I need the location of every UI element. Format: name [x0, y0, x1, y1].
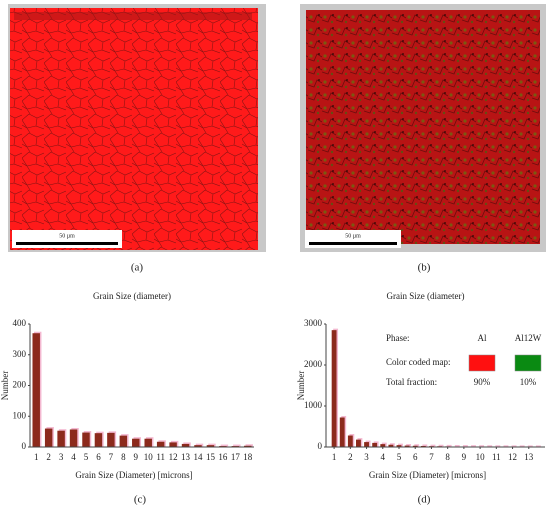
x-tick-label: 11	[156, 452, 165, 462]
x-tick-label: 12	[508, 452, 517, 462]
bar	[32, 333, 39, 447]
x-tick-label: 9	[462, 452, 467, 462]
panel-label: (a)	[131, 262, 144, 274]
x-tick-label: 3	[59, 452, 64, 462]
bar	[82, 433, 89, 447]
scale-bar-label: 50 µm	[59, 233, 75, 239]
phase-swatch	[469, 355, 495, 371]
x-tick-label: 4	[71, 452, 76, 462]
bar	[57, 431, 64, 447]
bar	[144, 439, 151, 447]
x-tick-label: 13	[181, 452, 191, 462]
y-tick-label: 3000	[304, 318, 323, 328]
x-tick-label: 11	[492, 452, 501, 462]
panel-label: (d)	[418, 494, 431, 506]
y-tick-label: 200	[13, 380, 27, 390]
bar	[157, 442, 164, 447]
bar	[372, 443, 377, 447]
phase-fraction: 90%	[474, 377, 491, 387]
x-tick-label: 18	[243, 452, 253, 462]
x-tick-label: 4	[381, 452, 386, 462]
y-tick-label: 2000	[304, 359, 323, 369]
x-tick-label: 16	[218, 452, 228, 462]
y-tick-label: 0	[22, 441, 27, 451]
x-axis-label: Grain Size (Diameter) [microns]	[369, 470, 486, 480]
y-tick-label: 0	[318, 441, 323, 451]
y-tick-label: 400	[13, 318, 27, 328]
phase-row-label: Phase:	[386, 333, 410, 343]
x-tick-label: 14	[194, 452, 204, 462]
bar	[348, 436, 353, 447]
x-tick-label: 17	[231, 452, 241, 462]
bar	[340, 417, 345, 447]
phase-row-label: Total fraction:	[386, 377, 437, 387]
y-tick-label: 1000	[304, 400, 323, 410]
x-tick-label: 6	[413, 452, 418, 462]
bar	[364, 442, 369, 447]
scale-bar-label: 50 µm	[345, 233, 361, 239]
x-tick-label: 12	[169, 452, 178, 462]
x-tick-label: 13	[524, 452, 534, 462]
x-axis-label: Grain Size (Diameter) [microns]	[75, 470, 192, 480]
x-tick-label: 6	[96, 452, 101, 462]
bar	[356, 440, 361, 447]
chart-title: Grain Size (diameter)	[387, 291, 465, 301]
x-tick-label: 1	[332, 452, 337, 462]
panel-label: (c)	[134, 494, 147, 506]
bar	[332, 330, 337, 447]
bar	[169, 442, 176, 447]
x-tick-label: 8	[445, 452, 450, 462]
phase-row-label: Color coded map:	[386, 357, 451, 367]
bar	[95, 433, 102, 447]
x-tick-label: 2	[46, 452, 51, 462]
micrograph-b: 50 µm	[300, 4, 546, 252]
phase-fraction: 10%	[520, 377, 537, 387]
x-tick-label: 2	[348, 452, 353, 462]
x-tick-label: 1	[34, 452, 39, 462]
y-tick-label: 100	[13, 410, 27, 420]
bar	[120, 436, 127, 447]
phase-name: Al	[478, 333, 487, 343]
bar	[70, 429, 77, 447]
x-tick-label: 15	[206, 452, 216, 462]
x-tick-label: 9	[134, 452, 139, 462]
phase-name: Al12W	[515, 333, 542, 343]
y-axis-label: Number	[0, 371, 10, 401]
x-tick-label: 10	[144, 452, 154, 462]
x-tick-label: 8	[121, 452, 126, 462]
x-tick-label: 5	[397, 452, 402, 462]
bar	[132, 439, 139, 447]
y-axis-label: Number	[296, 371, 306, 401]
x-tick-label: 3	[364, 452, 369, 462]
phase-swatch	[515, 355, 541, 371]
panel-label: (b)	[418, 262, 431, 274]
micrograph-a: 50 µm	[8, 4, 266, 252]
x-tick-label: 10	[476, 452, 486, 462]
bar	[107, 433, 114, 447]
chart-title: Grain Size (diameter)	[93, 291, 171, 301]
x-tick-label: 7	[429, 452, 434, 462]
x-tick-label: 7	[109, 452, 114, 462]
x-tick-label: 5	[84, 452, 89, 462]
bar	[45, 429, 52, 447]
y-tick-label: 300	[13, 349, 27, 359]
